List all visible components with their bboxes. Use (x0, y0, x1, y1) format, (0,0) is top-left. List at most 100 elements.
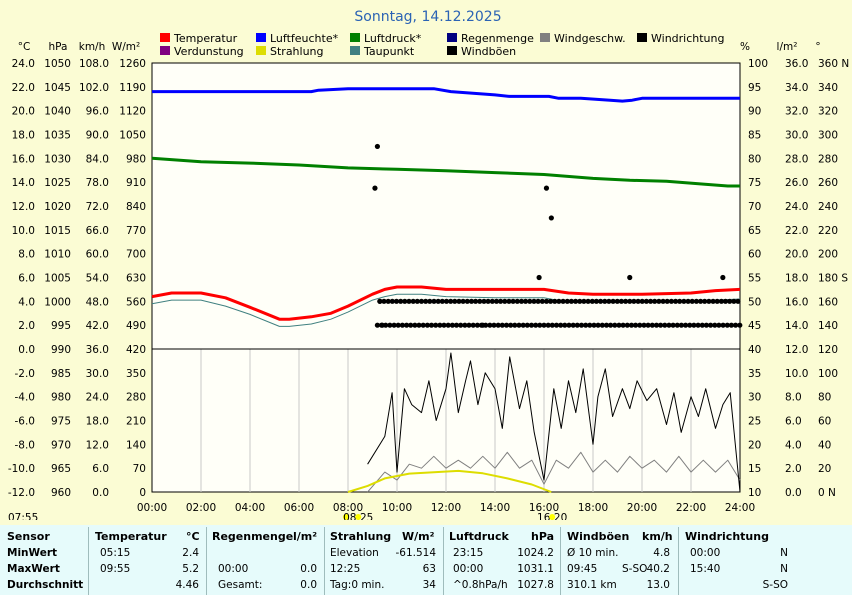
windrichtung-dot (706, 298, 712, 304)
stats-cell-rain-val: 0.0 (300, 563, 317, 575)
axis-tick-temp: 0.0 (18, 344, 35, 356)
stats-row-label: MaxWert (7, 563, 60, 575)
axis-tick-kmh: 36.0 (86, 344, 109, 356)
axis-tick-deg: 80 (818, 392, 831, 404)
windrichtung-dot (473, 298, 479, 304)
windrichtung-dot (727, 298, 733, 304)
axis-tick-lm2: 14.0 (785, 320, 808, 332)
legend-swatch (447, 33, 457, 42)
windrichtung-dot (699, 322, 705, 328)
windrichtung-dot (516, 322, 522, 328)
windrichtung-dot (474, 322, 480, 328)
windrichtung-dot (535, 298, 541, 304)
windrichtung-dot (595, 322, 601, 328)
windrichtung-dot (552, 298, 558, 304)
axis-tick-pct: 65 (748, 225, 761, 237)
windrichtung-dot (439, 298, 445, 304)
axis-tick-kmh: 72.0 (86, 201, 109, 213)
windrichtung-dot (399, 322, 405, 328)
windrichtung-dot (480, 322, 486, 328)
windrichtung-dot (648, 298, 654, 304)
stats-cell-rad-val: 34 (422, 579, 436, 591)
axis-tick-deg: 220 (818, 225, 838, 237)
axis-tick-deg: 180 S (818, 273, 848, 285)
axis-tick-wm2: 350 (126, 368, 146, 380)
windrichtung-dot (433, 322, 439, 328)
stats-cell-press-time: 23:15 (453, 547, 484, 559)
windrichtung-dot (610, 298, 616, 304)
x-tick-label: 24:00 (725, 502, 755, 514)
chart-area: Sonntag, 14.12.2025 Temperatur Luftfeucht… (8, 9, 849, 524)
windrichtung-dot (683, 322, 689, 328)
windrichtung-dot (518, 298, 525, 304)
windrichtung-dot (491, 322, 497, 328)
axis-tick-lm2: 22.0 (785, 225, 808, 237)
axis-tick-pct: 20 (748, 439, 761, 451)
axis-tick-hpa: 970 (51, 439, 71, 451)
windrichtung-dot (468, 298, 475, 304)
windrichtung-dot (414, 298, 420, 304)
axis-tick-lm2: 6.0 (785, 416, 802, 428)
axis-tick-temp: 4.0 (18, 296, 35, 308)
windrichtung-dot (464, 298, 470, 304)
stats-cell-gust-mid: S-SO (622, 563, 648, 575)
axis-tick-hpa: 1035 (44, 130, 71, 142)
windrichtung-dot (548, 298, 554, 304)
axis-tick-temp: -8.0 (15, 439, 36, 451)
windrichtung-dot (402, 298, 408, 304)
axis-tick-lm2: 24.0 (785, 201, 808, 213)
windrichtung-dot (593, 298, 600, 304)
windrichtung-dot (470, 322, 476, 328)
windrichtung-dot (577, 298, 583, 304)
axis-tick-hpa: 1025 (44, 177, 71, 189)
axis-tick-lm2: 30.0 (785, 130, 808, 142)
axis-tick-temp: 2.0 (18, 320, 35, 332)
windrichtung-dot (662, 322, 668, 328)
windrichtung-dot (441, 322, 447, 328)
x-tick-label: 08:00 (333, 502, 363, 514)
windrichtung-dot (635, 298, 641, 304)
series-luftfeuchte (152, 87, 740, 103)
x-tick-label: 16:00 (529, 502, 559, 514)
axis-tick-lm2: 34.0 (785, 82, 808, 94)
axis-tick-hpa: 1010 (44, 249, 71, 261)
axis-tick-pct: 55 (748, 273, 761, 285)
windrichtung-dot (718, 298, 725, 304)
axis-tick-temp: 16.0 (12, 153, 35, 165)
windrichtung-dot (720, 274, 726, 281)
axis-tick-kmh: 96.0 (86, 106, 109, 118)
stats-cell-dir-val: N (780, 563, 788, 575)
x-tick-label: 10:00 (382, 502, 412, 514)
windrichtung-dot (427, 298, 433, 304)
stats-cell-temp-val: 4.46 (175, 579, 199, 591)
axis-tick-hpa: 965 (51, 463, 71, 475)
windrichtung-dot (493, 298, 500, 304)
stats-cell-rad-time: Tag:0 min. (330, 579, 385, 591)
sun-dot-sunrise (342, 514, 349, 520)
windrichtung-dot (537, 322, 543, 328)
axis-tick-wm2: 770 (126, 225, 146, 237)
x-tick-label: 18:00 (578, 502, 608, 514)
axis-tick-deg: 100 (818, 368, 838, 380)
axis-tick-pct: 25 (748, 416, 761, 428)
axis-tick-temp: 12.0 (12, 201, 35, 213)
windrichtung-dot (410, 298, 416, 304)
axis-unit-right: l/m² (777, 41, 798, 53)
windrichtung-dot (514, 298, 520, 304)
windrichtung-dot (393, 298, 400, 304)
stats-cell-rad-val: -61.514 (395, 547, 436, 559)
axis-tick-pct: 70 (748, 201, 761, 213)
axis-tick-hpa: 975 (51, 416, 71, 428)
axis-unit-right: % (740, 41, 750, 53)
windrichtung-dot (418, 298, 425, 304)
windrichtung-dot (533, 322, 539, 328)
axis-tick-deg: 240 (818, 201, 838, 213)
axis-units: °C hPa km/h W/m²% l/m² ° (18, 41, 821, 53)
axis-tick-deg: 40 (818, 439, 831, 451)
stats-cell-rad-time: 12:25 (330, 563, 361, 575)
windrichtung-dot (581, 298, 587, 304)
stats-cell-gust-val: 4.8 (653, 547, 670, 559)
windrichtung-dot (720, 322, 726, 328)
axis-tick-lm2: 0.0 (785, 487, 802, 499)
windrichtung-dot (477, 298, 483, 304)
